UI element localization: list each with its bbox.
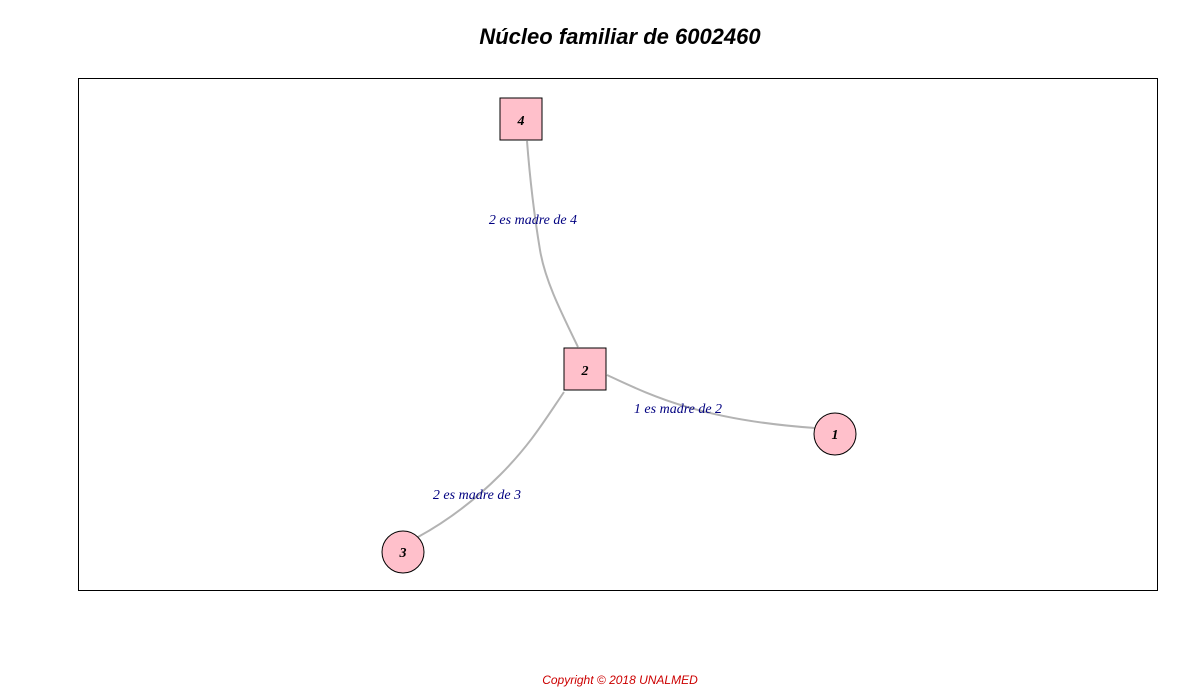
edge-label-2-3: 2 es madre de 3 <box>433 488 521 503</box>
node-1: 1 <box>813 412 857 456</box>
edge-1-2 <box>606 374 816 429</box>
node-3: 3 <box>381 530 425 574</box>
copyright-text: Copyright © 2018 UNALMED <box>542 673 698 687</box>
edge-label-2-4: 2 es madre de 4 <box>489 213 577 228</box>
edge-2-3 <box>417 391 565 538</box>
node-2: 2 <box>563 347 607 391</box>
node-label-2: 2 <box>581 364 589 379</box>
diagram-title: Núcleo familiar de 6002460 <box>479 24 761 49</box>
plot-frame <box>78 78 1158 591</box>
edge-2-4 <box>526 140 579 348</box>
node-label-1: 1 <box>832 428 839 443</box>
node-4: 4 <box>499 97 543 141</box>
edge-label-1-2: 1 es madre de 2 <box>634 402 722 417</box>
node-label-4: 4 <box>517 114 525 129</box>
node-label-3: 3 <box>399 546 407 561</box>
